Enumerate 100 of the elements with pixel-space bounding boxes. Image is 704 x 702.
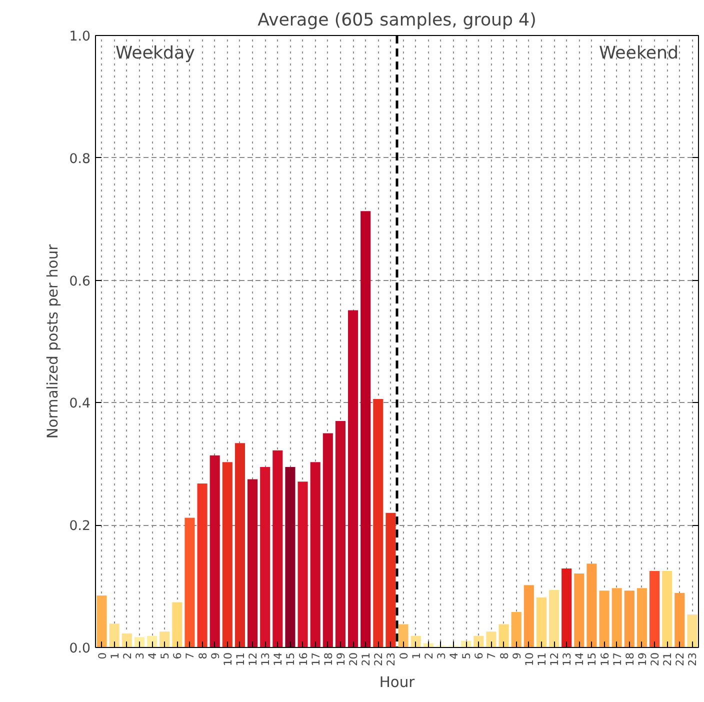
bar <box>109 624 120 648</box>
bar <box>386 512 396 648</box>
x-tick-label: 23 <box>384 652 398 666</box>
chart-title: Average (605 samples, group 4) <box>258 10 536 30</box>
x-tick-label: 19 <box>636 652 649 666</box>
y-axis-title: Normalized posts per hour <box>44 243 62 439</box>
bar <box>272 450 283 648</box>
bar <box>599 590 610 648</box>
x-tick-label: 16 <box>598 652 612 666</box>
x-tick-label: 23 <box>686 652 700 666</box>
bar <box>524 585 534 648</box>
bar <box>687 614 698 648</box>
x-tick-label: 18 <box>322 652 335 666</box>
bar <box>248 479 258 648</box>
x-tick-label: 22 <box>674 652 687 666</box>
x-tick-label: 17 <box>610 652 624 666</box>
x-tick-label: 8 <box>498 652 511 660</box>
x-tick-label: 0 <box>397 652 410 660</box>
annotation: Weekend <box>599 44 678 64</box>
bar <box>562 568 572 648</box>
x-tick-label: 3 <box>434 652 448 660</box>
x-tick-label: 14 <box>573 652 586 666</box>
x-tick-label: 5 <box>158 652 172 660</box>
bar <box>536 597 546 648</box>
x-tick-label: 13 <box>259 652 272 666</box>
x-tick-label: 4 <box>448 652 461 660</box>
x-tick-label: 11 <box>535 652 548 666</box>
bar <box>373 399 384 648</box>
bar <box>398 624 408 648</box>
bar <box>122 633 132 648</box>
x-tick-label: 15 <box>284 652 298 666</box>
x-tick-label: 19 <box>334 652 348 666</box>
x-tick-label: 1 <box>108 652 122 660</box>
x-tick-label: 17 <box>309 652 322 666</box>
y-tick-label: 0.2 <box>69 519 91 534</box>
bar <box>172 602 182 648</box>
x-tick-label: 13 <box>560 652 574 666</box>
bar <box>586 564 597 648</box>
bar <box>210 455 220 648</box>
bar <box>410 636 421 648</box>
x-tick-label: 10 <box>522 652 536 666</box>
bar <box>624 590 634 648</box>
x-tick-label: 5 <box>460 652 474 660</box>
bar <box>147 636 158 648</box>
x-tick-label: 6 <box>472 652 486 660</box>
x-tick-label: 0 <box>96 652 109 660</box>
x-tick-label: 18 <box>623 652 636 666</box>
bar <box>298 482 308 648</box>
bar <box>335 421 346 648</box>
bar <box>322 433 333 648</box>
x-tick-label: 14 <box>272 652 285 666</box>
bar <box>511 612 522 648</box>
x-tick-label: 22 <box>372 652 386 666</box>
x-tick-label: 10 <box>221 652 234 666</box>
x-tick-label: 9 <box>510 652 524 660</box>
x-tick-label: 16 <box>296 652 310 666</box>
bar <box>549 590 560 648</box>
annotation: Weekday <box>116 44 195 64</box>
y-tick-label: 0.8 <box>69 152 91 167</box>
bar <box>486 632 496 648</box>
bar <box>260 466 270 648</box>
x-tick-label: 6 <box>171 652 184 660</box>
y-tick-label: 0.4 <box>69 396 91 412</box>
x-tick-label: 9 <box>208 652 222 660</box>
x-tick-label: 8 <box>196 652 210 660</box>
x-tick-label: 21 <box>661 652 674 666</box>
x-tick-label: 11 <box>234 652 247 666</box>
y-tick-label: 0.6 <box>69 274 91 290</box>
bar <box>160 632 170 648</box>
x-tick-label: 2 <box>120 652 134 660</box>
x-tick-label: 21 <box>360 652 373 666</box>
bar <box>474 636 484 648</box>
bar <box>674 593 685 648</box>
bar <box>234 443 245 648</box>
bar <box>184 518 195 648</box>
bar <box>222 462 232 648</box>
bar <box>310 462 320 648</box>
bar <box>574 573 584 648</box>
x-tick-label: 20 <box>648 652 662 666</box>
x-tick-label: 15 <box>586 652 599 666</box>
y-tick-label: 0.0 <box>69 642 91 656</box>
x-tick-label: 20 <box>347 652 360 666</box>
bar <box>498 624 509 648</box>
bar <box>348 310 358 648</box>
x-tick-label: 4 <box>146 652 160 660</box>
y-tick-label: 1.0 <box>69 30 91 44</box>
x-tick-label: 2 <box>422 652 436 660</box>
x-tick-label: 7 <box>485 652 498 660</box>
x-tick-label: 12 <box>246 652 260 666</box>
bar <box>636 588 647 648</box>
bar <box>612 588 622 648</box>
bar <box>285 466 296 648</box>
bar <box>96 595 107 648</box>
x-tick-label: 7 <box>184 652 197 660</box>
x-tick-label: 1 <box>410 652 423 660</box>
x-tick-label: 12 <box>548 652 562 666</box>
bar <box>197 483 208 648</box>
x-axis-title: Hour <box>379 674 416 692</box>
bar <box>650 571 660 648</box>
x-tick-label: 3 <box>133 652 146 660</box>
